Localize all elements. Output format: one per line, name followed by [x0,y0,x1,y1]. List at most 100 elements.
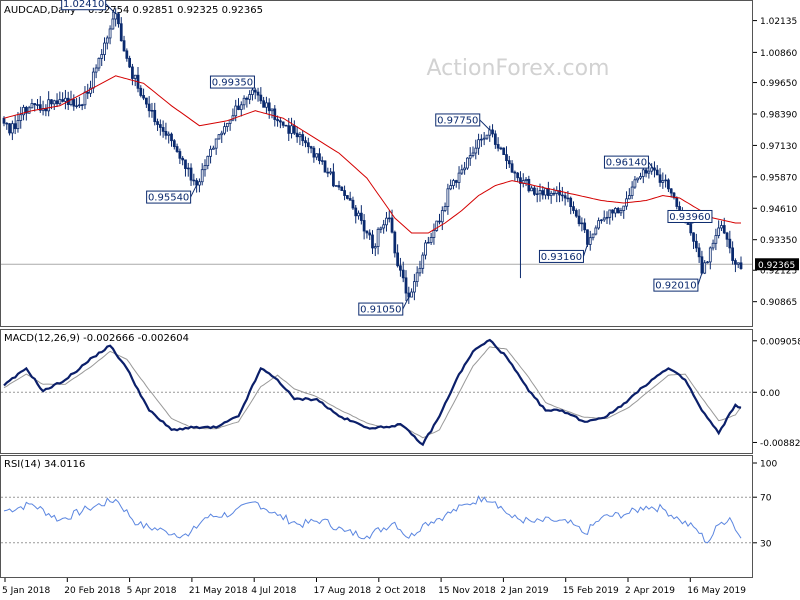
price-tick-label: 0.98390 [760,110,797,120]
candle [259,87,263,104]
candle [376,227,380,255]
candle [597,217,600,230]
candle [658,168,662,187]
candle [256,87,260,102]
candle [189,163,193,186]
candle [225,122,229,132]
candle [692,232,695,250]
candle [399,257,402,277]
candle [474,139,478,160]
candle [245,96,249,108]
candle [362,214,366,240]
candle [440,206,444,231]
candle [667,178,670,193]
candle [125,48,129,62]
candle [170,132,173,147]
candle [279,117,282,129]
candle [549,190,553,204]
candle [153,102,157,126]
candle [357,210,360,220]
candle [253,87,257,100]
candle [393,230,397,258]
candle [326,167,330,178]
candle [499,146,503,151]
price-annotation-label: 0.99350 [212,78,253,89]
candle [454,179,458,188]
price-annotation: 0.97750 [435,113,491,131]
candle [725,231,729,247]
candle [672,191,676,200]
candle [524,177,528,187]
candle [639,172,642,180]
candle [150,102,154,118]
last-price-label: 0.92365 [758,261,795,271]
candle [13,115,17,135]
candle [404,270,408,301]
candle [270,108,274,119]
candle [413,273,416,301]
candle [164,122,168,140]
candle [507,155,511,168]
candle [105,35,109,50]
candle [563,192,567,206]
candle [309,145,313,154]
date-tick-label: 5 Jan 2018 [2,586,50,596]
candle [533,185,536,196]
candle [574,208,578,218]
candle [502,147,506,156]
price-tick-label: 0.99650 [760,79,797,89]
candle [641,167,645,184]
candle [295,126,299,143]
macd-signal-line [3,346,742,439]
price-tick-label: 1.00860 [760,49,797,59]
candle [535,187,539,203]
candle [329,167,332,176]
price-annotation-label: 0.92010 [655,281,696,292]
candle [421,252,425,274]
candle [452,178,455,190]
candle [167,131,171,144]
candle [385,211,388,232]
candle [636,177,640,183]
candle [365,230,369,239]
date-tick-label: 15 Feb 2019 [563,586,619,596]
candle [580,217,584,232]
date-tick-label: 21 May 2018 [189,586,248,596]
price-tick-label: 0.97130 [760,142,797,152]
candle [220,130,224,143]
candle [477,133,480,155]
candle [714,228,718,251]
macd-axis: 0.009058 0.00 -0.008826 [753,337,800,449]
candle [16,112,20,133]
macd-tick-label: -0.008826 [760,439,800,449]
candle [586,229,589,247]
candle [630,181,634,200]
candle [158,119,162,136]
candle [382,219,386,234]
candle [354,205,358,224]
candle [633,176,637,189]
candle [27,105,31,114]
price-annotation: 0.93960 [667,209,713,225]
candle [706,260,709,264]
candle [664,174,667,188]
candle [19,106,23,129]
candle [611,209,614,221]
candle [491,124,494,138]
candle [203,159,207,177]
candle [379,226,383,234]
date-tick-label: 15 Nov 2018 [438,586,496,596]
candle [468,147,472,166]
price-annotation-label: 0.96140 [606,158,647,169]
candle [655,165,659,176]
rsi-tick-label: 70 [760,494,772,504]
candle [343,185,346,201]
date-tick-label: 2 Jan 2019 [500,586,548,596]
candlestick-series [2,8,743,304]
candle [217,134,221,140]
candle [214,138,218,155]
candle [304,136,307,148]
candle [111,10,115,30]
candle [186,162,190,177]
candle [401,261,405,283]
